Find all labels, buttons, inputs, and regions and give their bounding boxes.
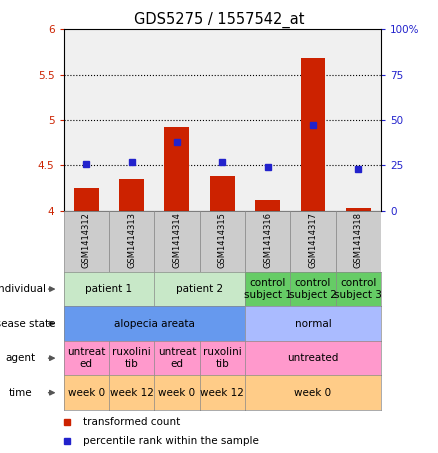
- Bar: [336, 29, 381, 211]
- Bar: [290, 211, 336, 272]
- Bar: [336, 211, 381, 272]
- Text: GSM1414316: GSM1414316: [263, 212, 272, 269]
- Text: week 0: week 0: [159, 388, 195, 398]
- Text: control
subject 3: control subject 3: [335, 278, 382, 300]
- Text: GSM1414318: GSM1414318: [354, 212, 363, 269]
- Bar: [245, 29, 290, 211]
- Text: ruxolini
tib: ruxolini tib: [203, 347, 242, 369]
- Bar: [154, 211, 200, 272]
- Text: transformed count: transformed count: [82, 417, 180, 427]
- Text: ruxolini
tib: ruxolini tib: [112, 347, 151, 369]
- Bar: [119, 179, 144, 211]
- Text: untreated: untreated: [287, 353, 339, 363]
- Text: disease state: disease state: [0, 318, 55, 328]
- Bar: [300, 58, 325, 211]
- Bar: [210, 176, 235, 211]
- Bar: [109, 29, 154, 211]
- Text: individual: individual: [0, 284, 46, 294]
- Text: GSM1414315: GSM1414315: [218, 212, 227, 268]
- Bar: [200, 211, 245, 272]
- Bar: [200, 29, 245, 211]
- Bar: [255, 200, 280, 211]
- Text: time: time: [8, 388, 32, 398]
- Text: week 0: week 0: [67, 388, 105, 398]
- Bar: [64, 211, 109, 272]
- Text: GSM1414317: GSM1414317: [308, 212, 318, 269]
- Text: week 12: week 12: [200, 388, 244, 398]
- Bar: [290, 29, 336, 211]
- Text: alopecia areata: alopecia areata: [114, 318, 194, 328]
- Bar: [154, 29, 200, 211]
- Text: percentile rank within the sample: percentile rank within the sample: [82, 436, 258, 446]
- Bar: [164, 127, 189, 211]
- Text: normal: normal: [295, 318, 332, 328]
- Text: GDS5275 / 1557542_at: GDS5275 / 1557542_at: [134, 11, 304, 28]
- Text: untreat
ed: untreat ed: [158, 347, 196, 369]
- Text: GSM1414313: GSM1414313: [127, 212, 136, 269]
- Bar: [346, 208, 371, 211]
- Bar: [245, 211, 290, 272]
- Text: control
subject 2: control subject 2: [289, 278, 337, 300]
- Text: control
subject 1: control subject 1: [244, 278, 292, 300]
- Bar: [64, 29, 109, 211]
- Text: week 0: week 0: [294, 388, 332, 398]
- Bar: [109, 211, 154, 272]
- Text: agent: agent: [5, 353, 35, 363]
- Text: GSM1414312: GSM1414312: [82, 212, 91, 268]
- Text: GSM1414314: GSM1414314: [173, 212, 181, 268]
- Text: patient 1: patient 1: [85, 284, 132, 294]
- Text: untreat
ed: untreat ed: [67, 347, 106, 369]
- Text: patient 2: patient 2: [176, 284, 223, 294]
- Text: week 12: week 12: [110, 388, 153, 398]
- Bar: [74, 188, 99, 211]
